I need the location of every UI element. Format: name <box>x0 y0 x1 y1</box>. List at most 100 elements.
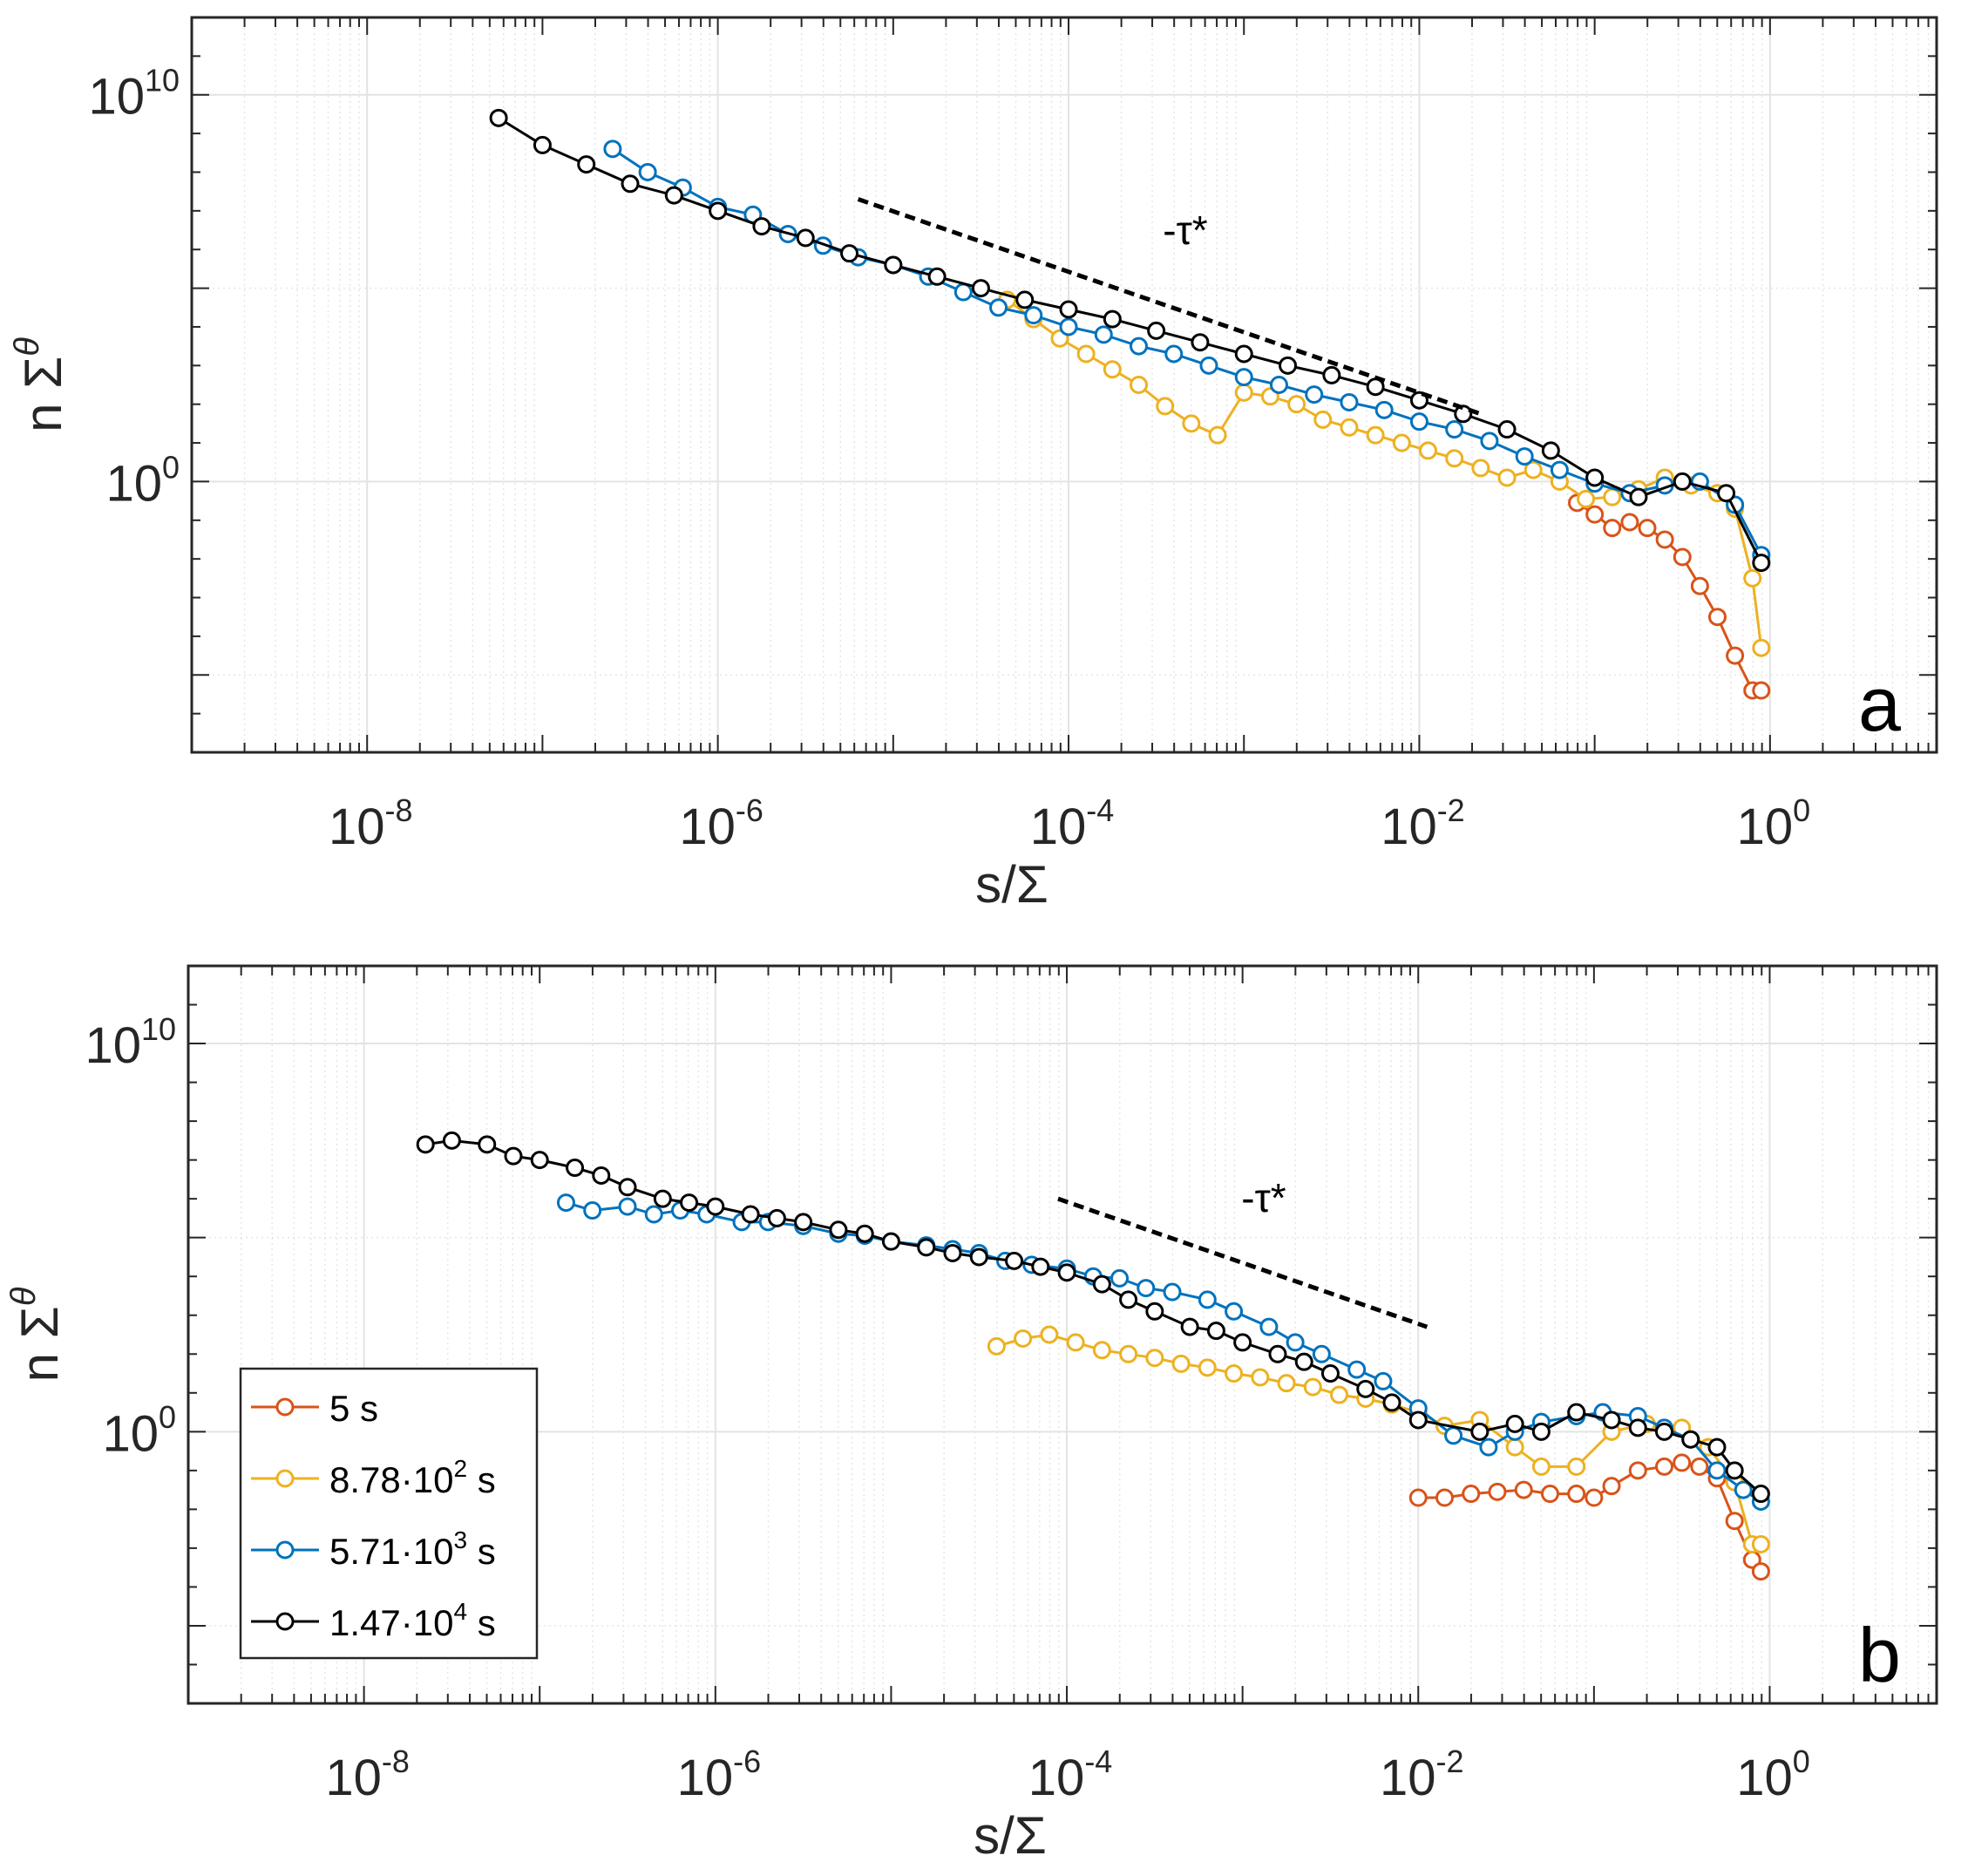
x-tick-label-exp: -6 <box>733 1743 761 1779</box>
data-point <box>1076 344 1096 364</box>
legend-label: 5 s <box>329 1388 378 1429</box>
x-tick-label-exp: -6 <box>736 792 763 828</box>
x-tick-label-base: 10 <box>679 799 736 855</box>
data-point <box>583 1201 602 1220</box>
x-tick-label-base: 10 <box>1380 1750 1436 1806</box>
data-point <box>1225 1364 1244 1383</box>
legend-label-exp: 4 <box>453 1598 467 1625</box>
data-point <box>1445 449 1464 468</box>
legend-label-suffix: s <box>467 1459 496 1500</box>
data-point <box>1208 425 1227 445</box>
x-tick-label-base: 10 <box>677 1750 734 1806</box>
data-point <box>943 1243 962 1262</box>
data-point <box>1059 317 1078 336</box>
data-point <box>644 1205 663 1224</box>
data-point <box>796 228 815 248</box>
data-point <box>881 1232 900 1251</box>
data-point <box>1743 568 1762 588</box>
data-point <box>1330 1385 1349 1404</box>
data-point <box>1066 1333 1085 1352</box>
data-point <box>752 217 771 236</box>
data-point <box>618 1178 637 1197</box>
x-tick-label-base: 10 <box>1737 799 1794 855</box>
y-tick-label-exp: 0 <box>162 449 180 485</box>
data-point <box>1103 360 1122 379</box>
data-point <box>1673 1453 1692 1472</box>
data-point <box>1225 1302 1244 1321</box>
data-point <box>1147 321 1166 340</box>
data-point <box>1145 1302 1164 1321</box>
plot-area <box>192 17 1937 752</box>
data-point <box>1567 1457 1586 1476</box>
data-point <box>489 108 508 127</box>
data-point <box>1567 1485 1586 1504</box>
x-tick-label: 10-4 <box>1030 792 1114 855</box>
x-tick-label-exp: 0 <box>1793 1743 1810 1779</box>
data-point <box>1603 519 1622 538</box>
x-axis-label: s/Σ <box>974 1806 1047 1865</box>
y-axis-label: n Σθ <box>4 1287 69 1382</box>
data-point <box>1602 1477 1621 1496</box>
data-point <box>1251 1368 1270 1387</box>
data-point <box>1313 410 1333 429</box>
x-tick-label: 10-8 <box>325 1743 409 1806</box>
legend-label-exp: 2 <box>453 1455 467 1482</box>
axes-box <box>187 964 1938 1705</box>
data-point <box>1287 395 1306 414</box>
y-tick-label-exp: 10 <box>141 1011 176 1047</box>
y-tick-label-exp: 10 <box>145 63 180 99</box>
data-point <box>1603 487 1622 506</box>
data-point <box>1725 1512 1744 1531</box>
data-point <box>1163 1282 1182 1302</box>
data-point <box>1374 400 1394 419</box>
data-point <box>987 1336 1006 1356</box>
data-point <box>1497 420 1517 439</box>
y-axis-label-base: n Σ <box>10 1306 69 1382</box>
series-5-s <box>1408 1453 1770 1581</box>
data-point <box>1752 554 1771 573</box>
legend-swatch-marker <box>275 1540 295 1560</box>
x-tick-label-base: 10 <box>329 799 385 855</box>
data-point <box>1751 1534 1770 1553</box>
series-5-s <box>1568 493 1771 700</box>
data-point <box>1092 1341 1111 1360</box>
legend-label-exp: 3 <box>453 1526 467 1553</box>
data-point <box>1198 1358 1217 1377</box>
legend: 5 s8.78·102 s5.71·103 s1.47·104 s <box>239 1367 539 1660</box>
data-point <box>1577 489 1596 508</box>
data-point <box>1259 1317 1279 1336</box>
data-point <box>1382 1393 1401 1412</box>
data-point <box>603 139 622 159</box>
data-point <box>1040 1325 1059 1344</box>
data-point <box>1130 336 1149 356</box>
data-point <box>1673 547 1692 567</box>
data-point <box>1233 1333 1252 1352</box>
data-point <box>1312 1344 1331 1363</box>
data-point <box>1681 1430 1700 1449</box>
data-point <box>1752 638 1771 657</box>
data-point <box>1479 1438 1498 1457</box>
data-point <box>969 1247 988 1267</box>
data-point <box>1717 484 1736 503</box>
data-point <box>1408 1410 1428 1430</box>
data-point <box>917 1238 936 1257</box>
data-point <box>989 298 1008 317</box>
data-point <box>1505 1414 1524 1433</box>
data-point <box>1408 1488 1428 1507</box>
y-tick-label-base: 10 <box>105 455 162 512</box>
y-axis-label-sup: θ <box>8 337 46 357</box>
data-point <box>829 1220 848 1240</box>
data-point <box>1655 530 1674 549</box>
data-point <box>1130 376 1149 394</box>
legend-label-base: 5 s <box>329 1388 378 1429</box>
data-point <box>1322 365 1341 384</box>
data-point <box>1347 1360 1367 1379</box>
legend-label-base: 5.71·10 <box>329 1531 453 1572</box>
data-point <box>1119 1344 1138 1363</box>
y-tick-label: 100 <box>105 449 180 512</box>
data-point <box>1541 441 1560 460</box>
data-point <box>971 279 990 298</box>
data-point <box>1059 300 1078 319</box>
data-point <box>1119 1290 1138 1309</box>
